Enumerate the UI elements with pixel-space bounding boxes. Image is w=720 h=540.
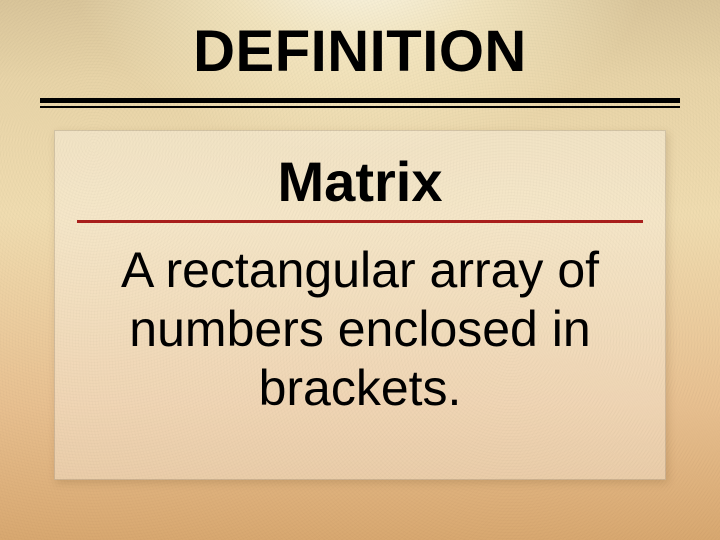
definition-text: A rectangular array of numbers enclosed … [83, 241, 637, 418]
term-heading: Matrix [83, 149, 637, 214]
definition-box: Matrix A rectangular array of numbers en… [54, 130, 666, 480]
double-underline [40, 98, 680, 108]
slide-title: DEFINITION [0, 18, 720, 85]
slide: DEFINITION Matrix A rectangular array of… [0, 0, 720, 540]
accent-rule [77, 220, 643, 223]
